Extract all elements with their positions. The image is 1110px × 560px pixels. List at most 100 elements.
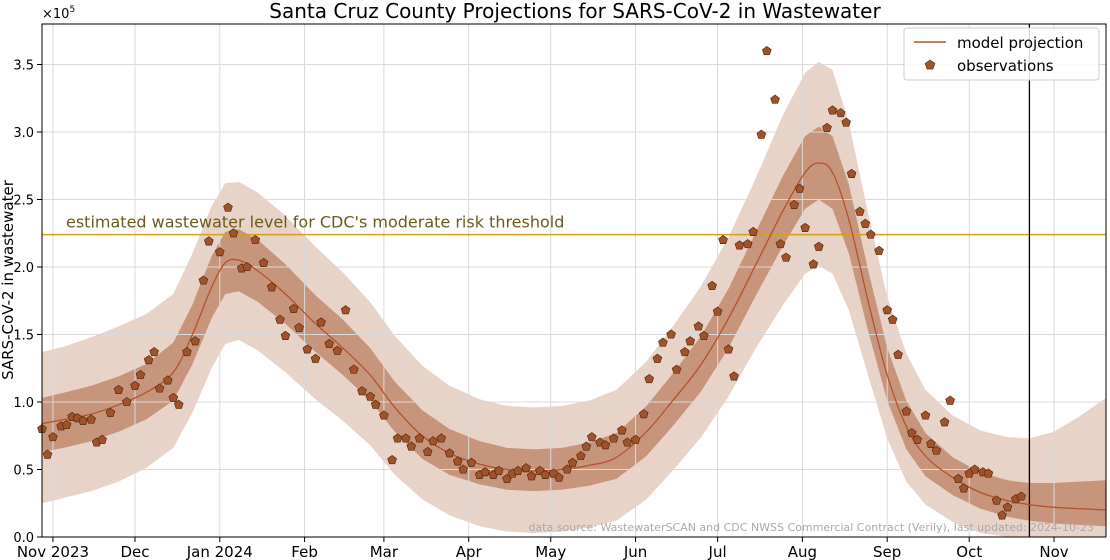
observation-point: [808, 259, 819, 269]
observation-point: [969, 464, 980, 474]
y-tick-label: 3.5: [13, 59, 34, 74]
observation-point: [893, 349, 903, 359]
x-tick-label: Apr: [456, 543, 483, 560]
legend-marker-swatch: [924, 59, 936, 70]
observation-point: [42, 449, 53, 459]
x-tick-label: Dec: [120, 543, 149, 560]
chart-title: Santa Cruz County Projections for SARS-C…: [269, 0, 881, 23]
observation-point: [770, 94, 780, 104]
observation-point: [370, 399, 381, 409]
observation-point: [379, 410, 389, 420]
observation-point: [414, 433, 425, 443]
y-tick-label: 3.0: [13, 126, 34, 141]
y-multiplier-base: ×10: [42, 7, 69, 22]
observation-point: [860, 218, 871, 228]
observation-point: [1016, 491, 1027, 501]
observation-point: [406, 441, 417, 451]
observation-point: [882, 305, 893, 315]
observation-point: [149, 346, 159, 357]
observation-point: [513, 465, 523, 475]
observation-point: [608, 433, 619, 443]
observation-point: [130, 380, 140, 390]
x-tick-label: Jul: [708, 543, 727, 560]
observation-point: [581, 441, 592, 451]
y-tick-label: 1.5: [13, 329, 34, 344]
observation-point: [926, 438, 936, 448]
observation-point: [813, 241, 824, 251]
observation-point: [521, 463, 531, 473]
y-multiplier-exponent: 5: [69, 5, 75, 15]
observation-point: [162, 375, 173, 385]
observation-point: [756, 129, 767, 139]
x-tick-label: Feb: [291, 543, 318, 560]
x-tick-label: Jun: [623, 543, 647, 560]
observation-point: [586, 432, 597, 442]
y-axis-label: SARS-CoV-2 in wastewater: [0, 179, 17, 380]
observation-point: [444, 448, 455, 458]
observation-point: [822, 122, 832, 133]
observation-point: [357, 386, 367, 396]
observation-point: [310, 353, 321, 363]
y-tick-label: 0.5: [13, 464, 34, 479]
observation-point: [332, 345, 343, 355]
y-axis-ticks: 0.0 0.5 1.0 1.5 2.0 2.5 3.0 3.5: [13, 59, 42, 546]
observation-point: [748, 226, 758, 236]
threshold-label: estimated wastewater level for CDC's mod…: [66, 213, 564, 232]
observation-point: [617, 425, 627, 435]
source-note: data source: WastewaterSCAN and CDC NWSS…: [528, 521, 1094, 534]
observation-point: [135, 369, 146, 380]
observation-point: [887, 314, 898, 324]
observation-point: [275, 314, 285, 324]
observation-point: [742, 239, 753, 249]
observation-point: [906, 427, 917, 438]
observation-point: [630, 434, 641, 444]
x-tick-label: May: [535, 543, 566, 560]
observation-point: [841, 117, 851, 127]
observation-point: [458, 464, 469, 474]
observation-point: [693, 321, 704, 331]
observation-point: [997, 510, 1007, 520]
observation-point: [182, 346, 192, 357]
observation-point: [567, 457, 578, 467]
observation-point: [685, 336, 696, 346]
observation-point: [931, 445, 942, 455]
observation-point: [86, 414, 97, 424]
model-projection-line: [41, 162, 1107, 511]
observation-point: [121, 396, 132, 407]
observation-point: [316, 317, 326, 327]
observation-point: [258, 257, 269, 268]
observation-point: [835, 108, 846, 118]
observation-points: [37, 45, 1027, 520]
observation-point: [168, 392, 179, 403]
observation-point: [671, 364, 682, 374]
observation-point: [61, 419, 72, 430]
observation-point: [400, 433, 411, 443]
observation-point: [775, 239, 786, 249]
observation-point: [143, 355, 154, 365]
observation-point: [939, 417, 950, 427]
observation-point: [600, 440, 611, 450]
confidence-bands: [42, 61, 1106, 538]
x-tick-label: Oct: [956, 543, 982, 560]
observation-point: [105, 407, 116, 417]
observation-point: [622, 437, 633, 447]
observation-point: [901, 406, 912, 416]
observation-point: [1002, 502, 1013, 512]
x-tick-label: Jan 2024: [186, 543, 253, 560]
observation-point: [699, 330, 709, 340]
observation-point: [781, 252, 791, 262]
observation-point: [493, 465, 504, 475]
observation-point: [288, 303, 299, 313]
legend-label-model: model projection: [957, 34, 1083, 52]
observation-point: [466, 457, 477, 467]
observation-point: [644, 373, 655, 384]
inner-confidence-band: [42, 126, 1106, 527]
observation-point: [846, 168, 857, 178]
observation-point: [428, 436, 438, 446]
x-tick-label: Nov 2023: [17, 543, 89, 560]
observation-point: [789, 199, 800, 209]
observation-point: [422, 446, 433, 457]
observation-point: [294, 322, 304, 332]
y-tick-label: 1.0: [13, 396, 34, 411]
